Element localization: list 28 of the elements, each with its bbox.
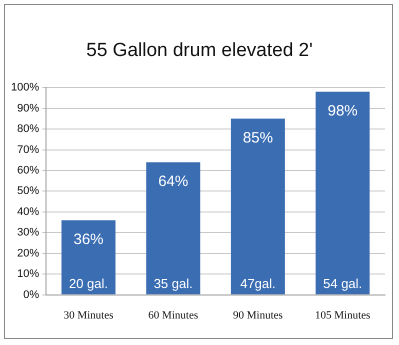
y-tick-label: 80%: [17, 123, 40, 136]
y-tick-label: 10%: [17, 268, 40, 280]
y-tick-label: 60%: [17, 164, 40, 177]
data-label: 36%: [73, 230, 104, 248]
bar: [316, 92, 370, 294]
y-tick-label: 20%: [17, 247, 40, 260]
annotation: 35 gal.: [154, 276, 193, 291]
x-tick-label: 90 Minutes: [233, 309, 283, 322]
bar: [230, 118, 285, 294]
x-tick-label: 30 Minutes: [64, 309, 114, 322]
x-tick-label: 60 Minutes: [148, 309, 198, 322]
y-tick-label: 0%: [23, 288, 40, 301]
y-tick-label: 70%: [17, 144, 40, 156]
chart-title: 55 Gallon drum elevated 2': [85, 40, 314, 62]
y-tick-label: 40%: [17, 206, 40, 218]
bar: [146, 162, 200, 294]
annotation: 54 gal.: [323, 276, 362, 291]
y-tick-label: 50%: [17, 185, 40, 198]
annotation: 20 gal.: [68, 276, 108, 291]
annotation: 47gal.: [240, 276, 276, 291]
y-tick-label: 100%: [10, 82, 40, 94]
data-label: 98%: [328, 102, 358, 120]
bar: [61, 220, 116, 294]
data-label: 85%: [242, 129, 273, 146]
y-tick-label: 30%: [17, 226, 40, 239]
y-tick-label: 90%: [17, 102, 40, 114]
data-label: 64%: [158, 172, 188, 190]
x-tick-label: 105 Minutes: [314, 309, 370, 322]
